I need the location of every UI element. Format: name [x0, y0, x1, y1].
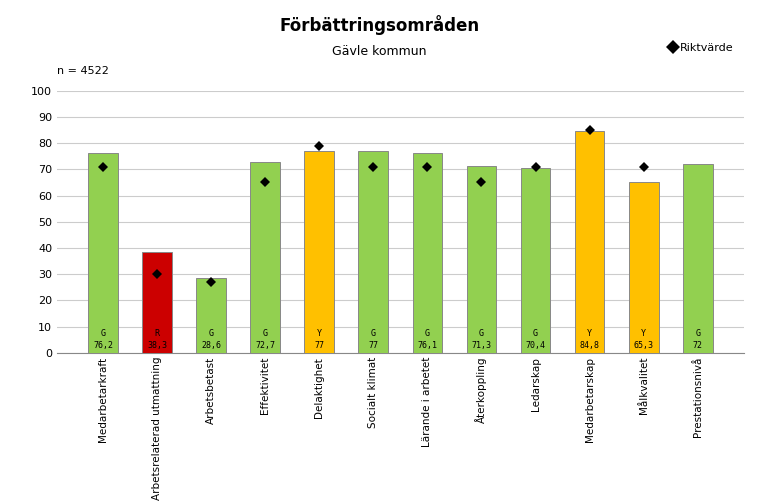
Bar — [358, 151, 388, 353]
Text: Gävle kommun: Gävle kommun — [332, 45, 427, 58]
Text: 70,4: 70,4 — [525, 341, 546, 350]
Bar — [683, 164, 713, 353]
Text: n = 4522: n = 4522 — [57, 66, 109, 76]
Bar — [521, 168, 550, 353]
Bar — [413, 153, 442, 353]
Text: Förbättringsområden: Förbättringsområden — [279, 15, 480, 35]
Legend: Riktvärde: Riktvärde — [666, 39, 739, 57]
Text: G: G — [479, 330, 484, 338]
Text: 76,1: 76,1 — [417, 341, 437, 350]
Text: 77: 77 — [314, 341, 324, 350]
Bar — [467, 166, 496, 353]
Bar — [628, 181, 659, 353]
Bar — [304, 151, 334, 353]
Text: G: G — [263, 330, 268, 338]
Text: 71,3: 71,3 — [471, 341, 492, 350]
Text: 77: 77 — [368, 341, 378, 350]
Text: G: G — [371, 330, 376, 338]
Text: 72,7: 72,7 — [255, 341, 276, 350]
Text: R: R — [155, 330, 159, 338]
Bar — [197, 278, 226, 353]
Text: 76,2: 76,2 — [93, 341, 113, 350]
Text: Y: Y — [317, 330, 322, 338]
Bar — [142, 253, 172, 353]
Text: G: G — [100, 330, 106, 338]
Bar — [575, 131, 604, 353]
Text: G: G — [425, 330, 430, 338]
Text: G: G — [533, 330, 538, 338]
Text: 38,3: 38,3 — [147, 341, 167, 350]
Text: 84,8: 84,8 — [580, 341, 600, 350]
Text: G: G — [209, 330, 213, 338]
Text: Y: Y — [641, 330, 646, 338]
Text: 72: 72 — [693, 341, 703, 350]
Bar — [88, 153, 118, 353]
Text: G: G — [695, 330, 701, 338]
Text: 28,6: 28,6 — [201, 341, 221, 350]
Text: Y: Y — [587, 330, 592, 338]
Text: 65,3: 65,3 — [634, 341, 653, 350]
Bar — [250, 162, 280, 353]
